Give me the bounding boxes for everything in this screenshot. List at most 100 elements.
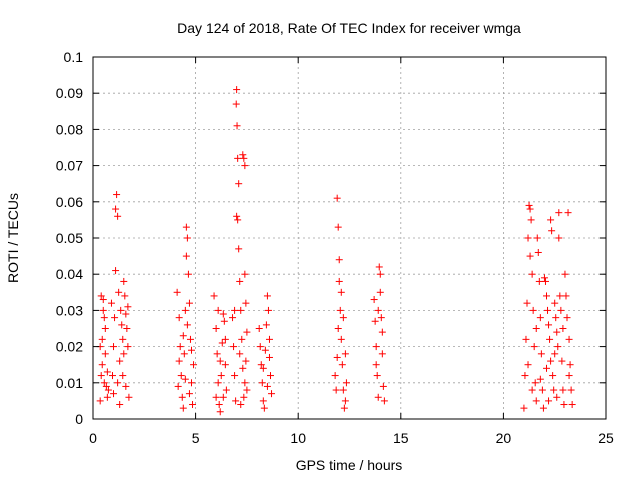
- data-point: [103, 393, 111, 401]
- data-point: [187, 379, 195, 387]
- data-point: [110, 343, 118, 351]
- data-point: [238, 335, 246, 343]
- data-point: [240, 154, 248, 162]
- data-point: [378, 350, 386, 358]
- data-point: [551, 299, 559, 307]
- data-point: [124, 343, 132, 351]
- data-point: [379, 382, 387, 390]
- data-point: [239, 151, 247, 159]
- data-point: [214, 306, 222, 314]
- data-point: [341, 350, 349, 358]
- data-point: [378, 328, 386, 336]
- data-point: [547, 357, 555, 365]
- data-point: [214, 379, 222, 387]
- data-point: [265, 353, 273, 361]
- data-point: [174, 382, 182, 390]
- data-point: [373, 372, 381, 380]
- data-point: [262, 321, 270, 329]
- data-point: [535, 277, 543, 285]
- data-point: [176, 343, 184, 351]
- data-point: [189, 401, 197, 409]
- data-point: [522, 335, 530, 343]
- data-point: [100, 379, 108, 387]
- data-point: [552, 314, 560, 322]
- x-tick-labels: 0 5 10 15 20 25: [89, 430, 614, 446]
- data-point: [239, 364, 247, 372]
- data-point: [526, 252, 534, 260]
- data-point: [340, 404, 348, 412]
- data-point: [213, 350, 221, 358]
- data-point: [545, 321, 553, 329]
- data-point: [217, 372, 225, 380]
- x-tick-label: 10: [290, 430, 306, 446]
- y-tick-labels: 0 0.01 0.02 0.03 0.04 0.05 0.06 0.07 0.08 0.09 0.1: [56, 49, 83, 427]
- y-tick-label: 0.08: [56, 121, 83, 137]
- data-point: [114, 379, 122, 387]
- data-point: [334, 325, 342, 332]
- y-axis-label: ROTI / TECUs: [5, 193, 21, 283]
- data-point: [331, 372, 339, 380]
- data-point: [542, 364, 550, 372]
- data-point: [561, 270, 569, 278]
- data-point: [112, 267, 120, 275]
- data-point: [118, 321, 126, 329]
- data-point: [551, 350, 559, 358]
- y-tick-label: 0.1: [64, 49, 84, 65]
- data-point: [537, 350, 545, 358]
- data-point: [242, 299, 250, 307]
- data-point: [234, 154, 242, 162]
- data-point: [259, 397, 267, 405]
- data-point: [555, 209, 563, 217]
- data-point: [114, 212, 122, 220]
- data-point: [98, 361, 106, 369]
- data-point: [258, 379, 266, 387]
- data-points: [96, 86, 576, 416]
- data-point: [566, 361, 574, 369]
- data-point: [341, 397, 349, 405]
- data-point: [107, 299, 115, 307]
- data-point: [234, 216, 242, 224]
- chart-title: Day 124 of 2018, Rate Of TEC Index for r…: [177, 20, 521, 36]
- data-point: [530, 343, 538, 351]
- y-tick-label: 0.02: [56, 339, 83, 355]
- y-tick-label: 0.06: [56, 194, 83, 210]
- data-point: [339, 314, 347, 322]
- data-point: [235, 180, 243, 188]
- data-point: [216, 357, 224, 365]
- data-point: [186, 335, 194, 343]
- data-point: [96, 397, 104, 405]
- y-tick-label: 0.03: [56, 302, 83, 318]
- data-point: [333, 353, 341, 361]
- data-point: [235, 245, 243, 253]
- data-point: [220, 317, 228, 325]
- data-point: [185, 299, 193, 307]
- data-point: [268, 390, 276, 398]
- data-point: [120, 277, 128, 285]
- data-point: [173, 288, 181, 296]
- data-point: [179, 332, 187, 340]
- data-point: [539, 404, 547, 412]
- data-point: [232, 397, 240, 405]
- data-point: [181, 306, 189, 314]
- data-point: [100, 314, 108, 322]
- data-point: [216, 408, 224, 416]
- data-point: [119, 372, 127, 380]
- data-point: [178, 393, 186, 401]
- data-point: [564, 209, 572, 217]
- data-point: [222, 386, 230, 394]
- data-point: [110, 390, 118, 398]
- data-point: [335, 256, 343, 264]
- data-point: [565, 372, 573, 380]
- data-point: [123, 325, 131, 332]
- data-point: [264, 306, 272, 314]
- data-point: [116, 401, 124, 409]
- data-point: [243, 386, 251, 394]
- data-point: [546, 335, 554, 343]
- data-point: [187, 346, 195, 354]
- data-point: [337, 335, 345, 343]
- x-tick-label: 0: [89, 430, 97, 446]
- data-point: [265, 335, 273, 343]
- data-point: [122, 310, 130, 318]
- data-point: [242, 357, 250, 365]
